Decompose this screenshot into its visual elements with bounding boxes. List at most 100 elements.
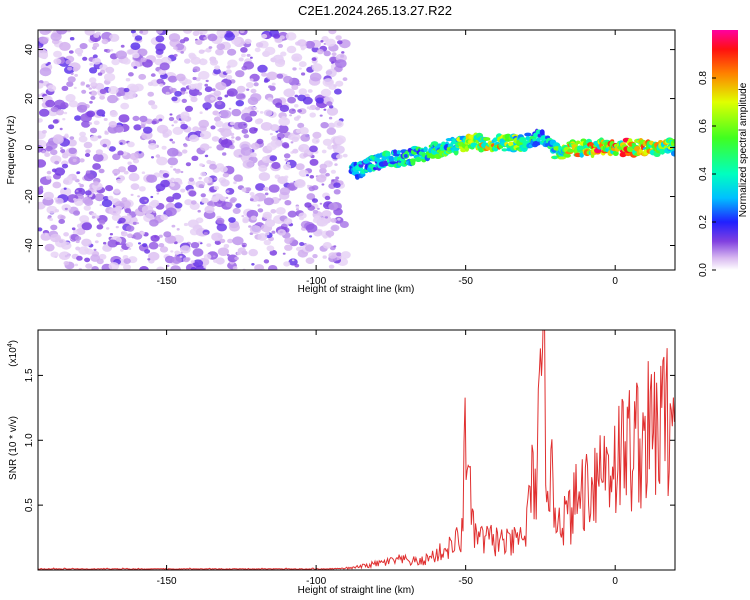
heatmap-noise-blob	[284, 244, 293, 251]
heatmap-noise-blob	[103, 49, 108, 52]
heatmap-signal-blob	[553, 146, 560, 151]
heatmap-noise-blob	[89, 62, 94, 66]
heatmap-signal-blob	[539, 129, 545, 136]
heatmap-noise-blob	[104, 72, 116, 82]
heatmap-noise-blob	[335, 35, 342, 41]
heatmap-noise-blob	[280, 51, 287, 57]
heatmap-noise-blob	[226, 190, 230, 193]
heatmap-signal-blob	[532, 138, 538, 142]
heatmap-noise-blob	[170, 250, 174, 253]
heatmap-noise-blob	[182, 257, 190, 263]
heatmap-noise-blob	[277, 43, 283, 48]
heatmap-noise-blob	[156, 30, 163, 34]
heatmap-noise-blob	[85, 149, 91, 154]
heatmap-noise-blob	[53, 50, 62, 58]
heatmap-noise-blob	[190, 242, 200, 249]
heatmap-noise-blob	[120, 102, 130, 110]
heatmap-noise-blob	[139, 30, 144, 34]
heatmap-noise-blob	[161, 145, 167, 150]
heatmap-noise-blob	[205, 79, 209, 83]
heatmap-noise-blob	[68, 147, 77, 154]
heatmap-noise-blob	[75, 246, 81, 251]
heatmap-noise-blob	[184, 58, 191, 64]
heatmap-noise-blob	[316, 49, 324, 55]
heatmap-noise-blob	[169, 182, 175, 187]
heatmap-noise-blob	[341, 51, 345, 54]
heatmap-noise-blob	[287, 96, 296, 104]
y-tick-label: 0.5	[24, 498, 35, 512]
heatmap-noise-blob	[38, 227, 43, 232]
heatmap-noise-blob	[220, 179, 230, 187]
heatmap-noise-blob	[173, 53, 178, 57]
heatmap-x-label: Height of straight line (km)	[298, 284, 415, 295]
heatmap-noise-blob	[47, 61, 51, 65]
heatmap-noise-blob	[136, 222, 140, 225]
heatmap-noise-blob	[72, 230, 78, 235]
heatmap-noise-blob	[192, 76, 197, 81]
heatmap-noise-blob	[203, 36, 208, 40]
heatmap-signal-blob	[563, 153, 571, 158]
heatmap-noise-blob	[298, 67, 302, 70]
heatmap-noise-blob	[38, 186, 44, 191]
heatmap-noise-blob	[166, 264, 170, 267]
heatmap-noise-blob	[84, 257, 91, 263]
heatmap-noise-blob	[229, 121, 235, 126]
heatmap-noise-blob	[101, 199, 113, 208]
heatmap-noise-blob	[144, 199, 147, 202]
heatmap-noise-blob	[235, 70, 245, 78]
heatmap-noise-blob	[132, 221, 137, 225]
heatmap-noise-blob	[130, 30, 136, 34]
heatmap-noise-blob	[323, 50, 331, 57]
heatmap-noise-blob	[92, 181, 99, 186]
heatmap-noise-blob	[92, 54, 98, 59]
heatmap-noise-blob	[89, 67, 98, 74]
heatmap-noise-blob	[270, 124, 280, 132]
heatmap-noise-blob	[283, 261, 291, 267]
heatmap-noise-blob	[237, 121, 248, 130]
heatmap-noise-blob	[96, 258, 104, 265]
heatmap-noise-blob	[256, 110, 259, 113]
heatmap-noise-blob	[152, 210, 156, 213]
heatmap-noise-blob	[174, 254, 178, 257]
heatmap-noise-blob	[229, 145, 235, 150]
heatmap-noise-blob	[134, 35, 143, 41]
heatmap-noise-blob	[195, 77, 201, 82]
heatmap-noise-blob	[213, 259, 218, 263]
heatmap-noise-blob	[245, 187, 252, 192]
heatmap-noise-blob	[105, 185, 114, 192]
heatmap-noise-blob	[102, 143, 107, 148]
heatmap-noise-blob	[271, 82, 276, 86]
heatmap-noise-blob	[84, 190, 92, 196]
heatmap-noise-blob	[286, 45, 297, 54]
heatmap-noise-blob	[74, 47, 84, 55]
colorbar-tick-label: 0.2	[698, 215, 709, 229]
heatmap-noise-blob	[103, 241, 107, 245]
heatmap-noise-blob	[258, 164, 268, 172]
heatmap-noise-blob	[262, 211, 272, 220]
snr-multiplier: (x104)	[7, 340, 19, 367]
heatmap-noise-blob	[258, 172, 271, 181]
heatmap-noise-blob	[199, 163, 204, 167]
heatmap-noise-blob	[127, 83, 138, 92]
x-tick-label: 0	[612, 576, 618, 587]
heatmap-noise-blob	[246, 88, 250, 91]
heatmap-noise-blob	[297, 39, 307, 47]
heatmap-noise-blob	[73, 210, 80, 216]
heatmap-noise-blob	[284, 158, 289, 162]
heatmap-noise-blob	[294, 94, 299, 98]
heatmap-noise-blob	[309, 158, 319, 166]
heatmap-noise-blob	[264, 46, 276, 56]
heatmap-noise-blob	[83, 205, 92, 211]
y-tick-label: 1.5	[24, 368, 35, 382]
heatmap-noise-blob	[292, 148, 299, 154]
heatmap-noise-blob	[265, 231, 270, 236]
heatmap-noise-blob	[224, 94, 229, 98]
heatmap-noise-blob	[241, 53, 246, 58]
heatmap-noise-blob	[222, 152, 227, 156]
heatmap-noise-blob	[138, 73, 147, 80]
heatmap-noise-blob	[195, 39, 203, 45]
heatmap-noise-blob	[231, 108, 242, 117]
heatmap-noise-blob	[112, 153, 121, 161]
heatmap-noise-blob	[60, 149, 66, 153]
